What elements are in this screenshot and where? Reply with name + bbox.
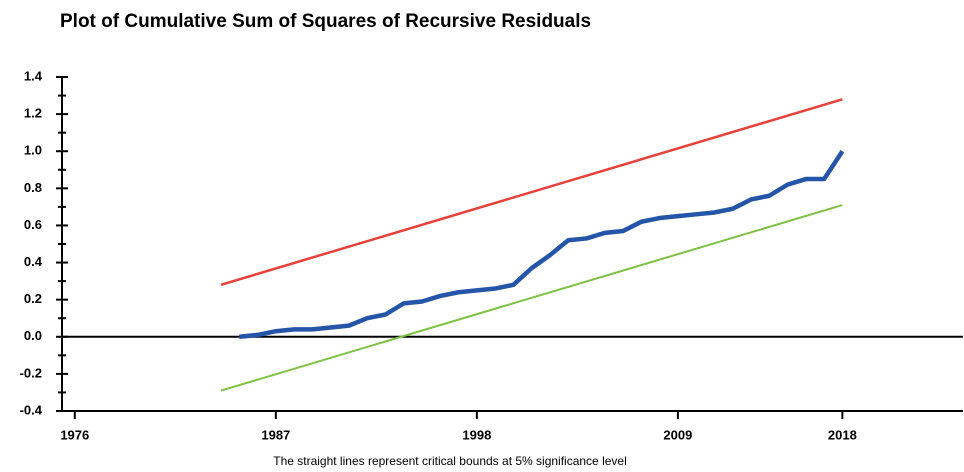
- x-tick-label: 2018: [828, 427, 857, 442]
- y-tick-label: 0.2: [24, 291, 42, 306]
- series-line: [239, 149, 845, 340]
- y-tick-label: -0.4: [20, 402, 43, 417]
- x-tick-label: 1987: [261, 427, 290, 442]
- x-tick-label: 2009: [663, 427, 692, 442]
- y-tick-label: 0.6: [24, 217, 42, 232]
- chart-note: The straight lines represent critical bo…: [273, 454, 627, 468]
- y-tick-label: 1.0: [24, 143, 42, 158]
- y-tick-label: 0.8: [24, 180, 42, 195]
- x-tick-label: 1976: [60, 427, 89, 442]
- x-tick-label: 1998: [462, 427, 491, 442]
- y-tick-label: 1.2: [24, 106, 42, 121]
- series-line: [220, 204, 843, 392]
- y-tick-label: 0.4: [24, 254, 43, 269]
- y-tick-label: 0.0: [24, 328, 42, 343]
- y-tick-label: 1.4: [24, 68, 43, 83]
- y-tick-label: -0.2: [20, 365, 42, 380]
- series-line: [220, 98, 843, 287]
- chart-title: Plot of Cumulative Sum of Squares of Rec…: [60, 11, 591, 32]
